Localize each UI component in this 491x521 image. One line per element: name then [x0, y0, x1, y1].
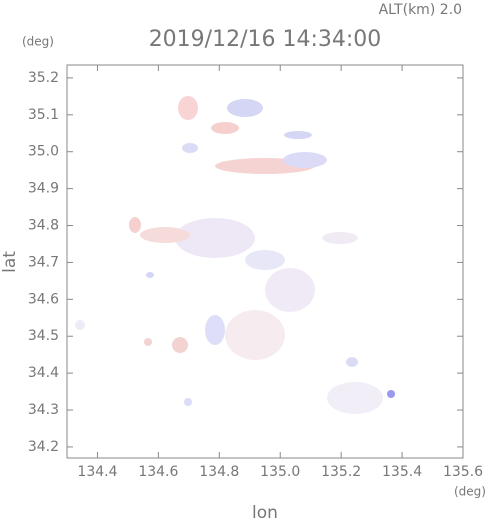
- echoes: [75, 96, 395, 414]
- x-tick-label: 135.0: [260, 464, 300, 480]
- x-tick-label: 134.4: [77, 464, 117, 480]
- echo: [129, 217, 141, 233]
- y-tick-label: 34.5: [28, 328, 59, 344]
- echo: [182, 143, 198, 153]
- echo: [283, 152, 327, 168]
- y-tick-label: 35.0: [28, 144, 59, 160]
- x-tick-label: 135.6: [443, 464, 483, 480]
- y-tick-label: 34.7: [28, 254, 59, 270]
- echo: [346, 357, 358, 367]
- x-axis-label: lon: [252, 503, 278, 521]
- echo: [140, 227, 190, 243]
- echo: [144, 338, 152, 346]
- x-tick-label: 134.8: [199, 464, 239, 480]
- y-tick-label: 34.8: [28, 218, 59, 234]
- echo: [175, 218, 255, 258]
- echo: [178, 96, 198, 120]
- x-tick-label: 135.2: [321, 464, 361, 480]
- echo: [387, 390, 395, 398]
- echo: [172, 337, 188, 353]
- echo: [322, 232, 358, 244]
- echo: [327, 382, 383, 414]
- y-tick-label: 35.1: [28, 107, 59, 123]
- chart-title: 2019/12/16 14:34:00: [149, 27, 382, 52]
- echo: [265, 268, 315, 312]
- echo: [211, 122, 239, 134]
- echo: [227, 99, 263, 117]
- echo: [146, 272, 154, 278]
- echo: [184, 398, 192, 406]
- echo: [284, 131, 312, 139]
- plot-frame: [66, 64, 464, 459]
- y-tick-label: 34.6: [28, 291, 59, 307]
- y-tick-label: 34.4: [28, 365, 59, 381]
- altitude-label: ALT(km) 2.0: [379, 2, 462, 18]
- x-tick-label: 134.6: [138, 464, 178, 480]
- echo: [205, 315, 225, 345]
- y-tick-label: 34.2: [28, 439, 59, 455]
- echo: [75, 320, 85, 330]
- y-tick-label: 35.2: [28, 70, 59, 86]
- x-tick-label: 135.4: [382, 464, 422, 480]
- y-unit: (deg): [22, 35, 54, 49]
- echo: [225, 310, 285, 360]
- y-tick-label: 34.3: [28, 402, 59, 418]
- y-axis-label: lat: [0, 251, 20, 273]
- x-unit: (deg): [454, 485, 486, 499]
- echo: [245, 250, 285, 270]
- y-tick-label: 34.9: [28, 181, 59, 197]
